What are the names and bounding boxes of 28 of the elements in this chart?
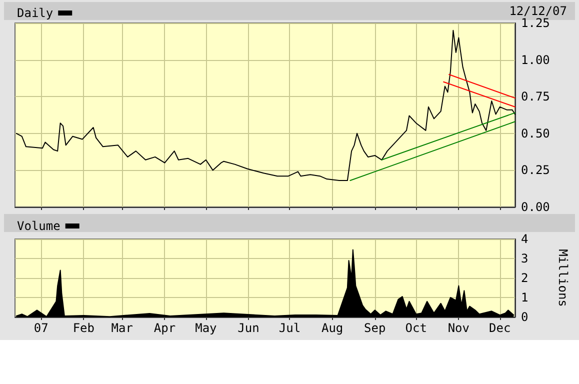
legend-label: Daily	[17, 6, 54, 20]
y-tick-label: 4	[521, 232, 528, 246]
y-tick-label: 0.00	[521, 200, 550, 214]
x-tick-label: Nov	[448, 321, 470, 335]
x-tick-label: Sep	[364, 321, 386, 335]
x-tick-label: Jul	[278, 321, 301, 335]
x-tick-label: Aug	[321, 321, 344, 335]
line-series	[16, 30, 516, 182]
y-tick-label: 1.25	[521, 16, 550, 30]
y-tick-label: 0.50	[521, 126, 550, 140]
x-tick-label: Dec	[489, 321, 511, 335]
x-tick-label: Oct	[405, 321, 427, 335]
y-tick-label: 1.00	[521, 52, 550, 67]
y-tick-label: 0	[521, 310, 528, 324]
x-tick-label: Mar	[111, 321, 133, 335]
x-tick-label: 07	[34, 321, 48, 335]
legend-label: Volume	[16, 219, 60, 233]
y-tick-label: 0.75	[521, 90, 550, 104]
y-tick-label: 2	[521, 271, 528, 285]
x-tick-label: Jun	[238, 321, 260, 335]
x-tick-label: Feb	[72, 321, 95, 335]
x-tick-label: May	[195, 321, 217, 335]
text: 12/12/07	[509, 4, 567, 18]
y-axis-title: Millions	[556, 249, 570, 307]
y-tick-label: 0.25	[521, 163, 550, 178]
y-tick-label: 3	[521, 252, 528, 266]
y-tick-label: 1	[521, 290, 528, 304]
x-tick-label: Apr	[154, 321, 176, 335]
